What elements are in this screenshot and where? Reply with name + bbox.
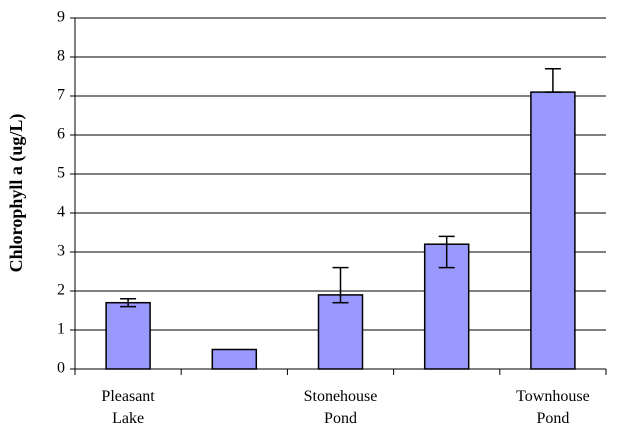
x-tick-label: Stonehouse Pond: [304, 388, 378, 427]
y-tick-label: 9: [57, 9, 65, 26]
bar: [211, 348, 258, 370]
y-tick-label: 7: [57, 87, 65, 104]
error-bar: [120, 298, 137, 308]
bar: [317, 294, 364, 370]
y-tick-label: 8: [57, 48, 65, 65]
y-tick-label: 5: [57, 165, 65, 182]
y-tick-label: 2: [57, 282, 65, 299]
bar: [423, 243, 470, 370]
error-bar: [332, 266, 349, 304]
y-tick-label: 0: [57, 360, 65, 377]
y-axis-label: Chlorophyll a (ug/L): [6, 114, 27, 273]
x-tick-label: Townhouse Pond: [516, 388, 590, 427]
bar: [105, 301, 151, 370]
x-tick-label: Pleasant Lake: [101, 388, 155, 427]
y-tick-label: 6: [57, 126, 65, 143]
y-tick-label: 1: [57, 321, 65, 338]
y-tick-label: 3: [57, 243, 65, 260]
error-bar: [438, 235, 455, 269]
error-bar: [544, 67, 561, 93]
y-tick-label: 4: [57, 204, 65, 221]
bar: [530, 91, 576, 370]
